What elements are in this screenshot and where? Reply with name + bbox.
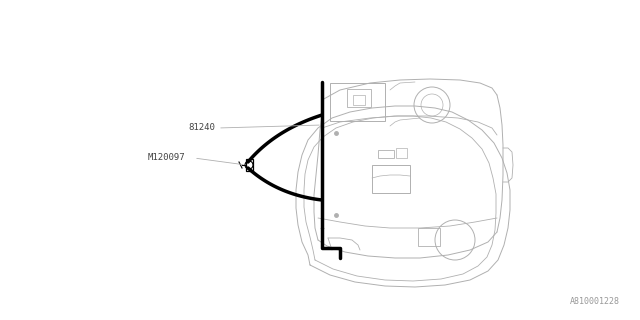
- Bar: [330, 83, 385, 121]
- Bar: [396, 148, 407, 158]
- Bar: [246, 159, 253, 171]
- Text: A810001228: A810001228: [570, 297, 620, 306]
- Text: M120097: M120097: [148, 154, 186, 163]
- Bar: [378, 150, 394, 158]
- Bar: [418, 228, 440, 246]
- Bar: [372, 165, 410, 193]
- Bar: [347, 89, 371, 107]
- Bar: [353, 95, 365, 105]
- Text: 81240: 81240: [188, 124, 215, 132]
